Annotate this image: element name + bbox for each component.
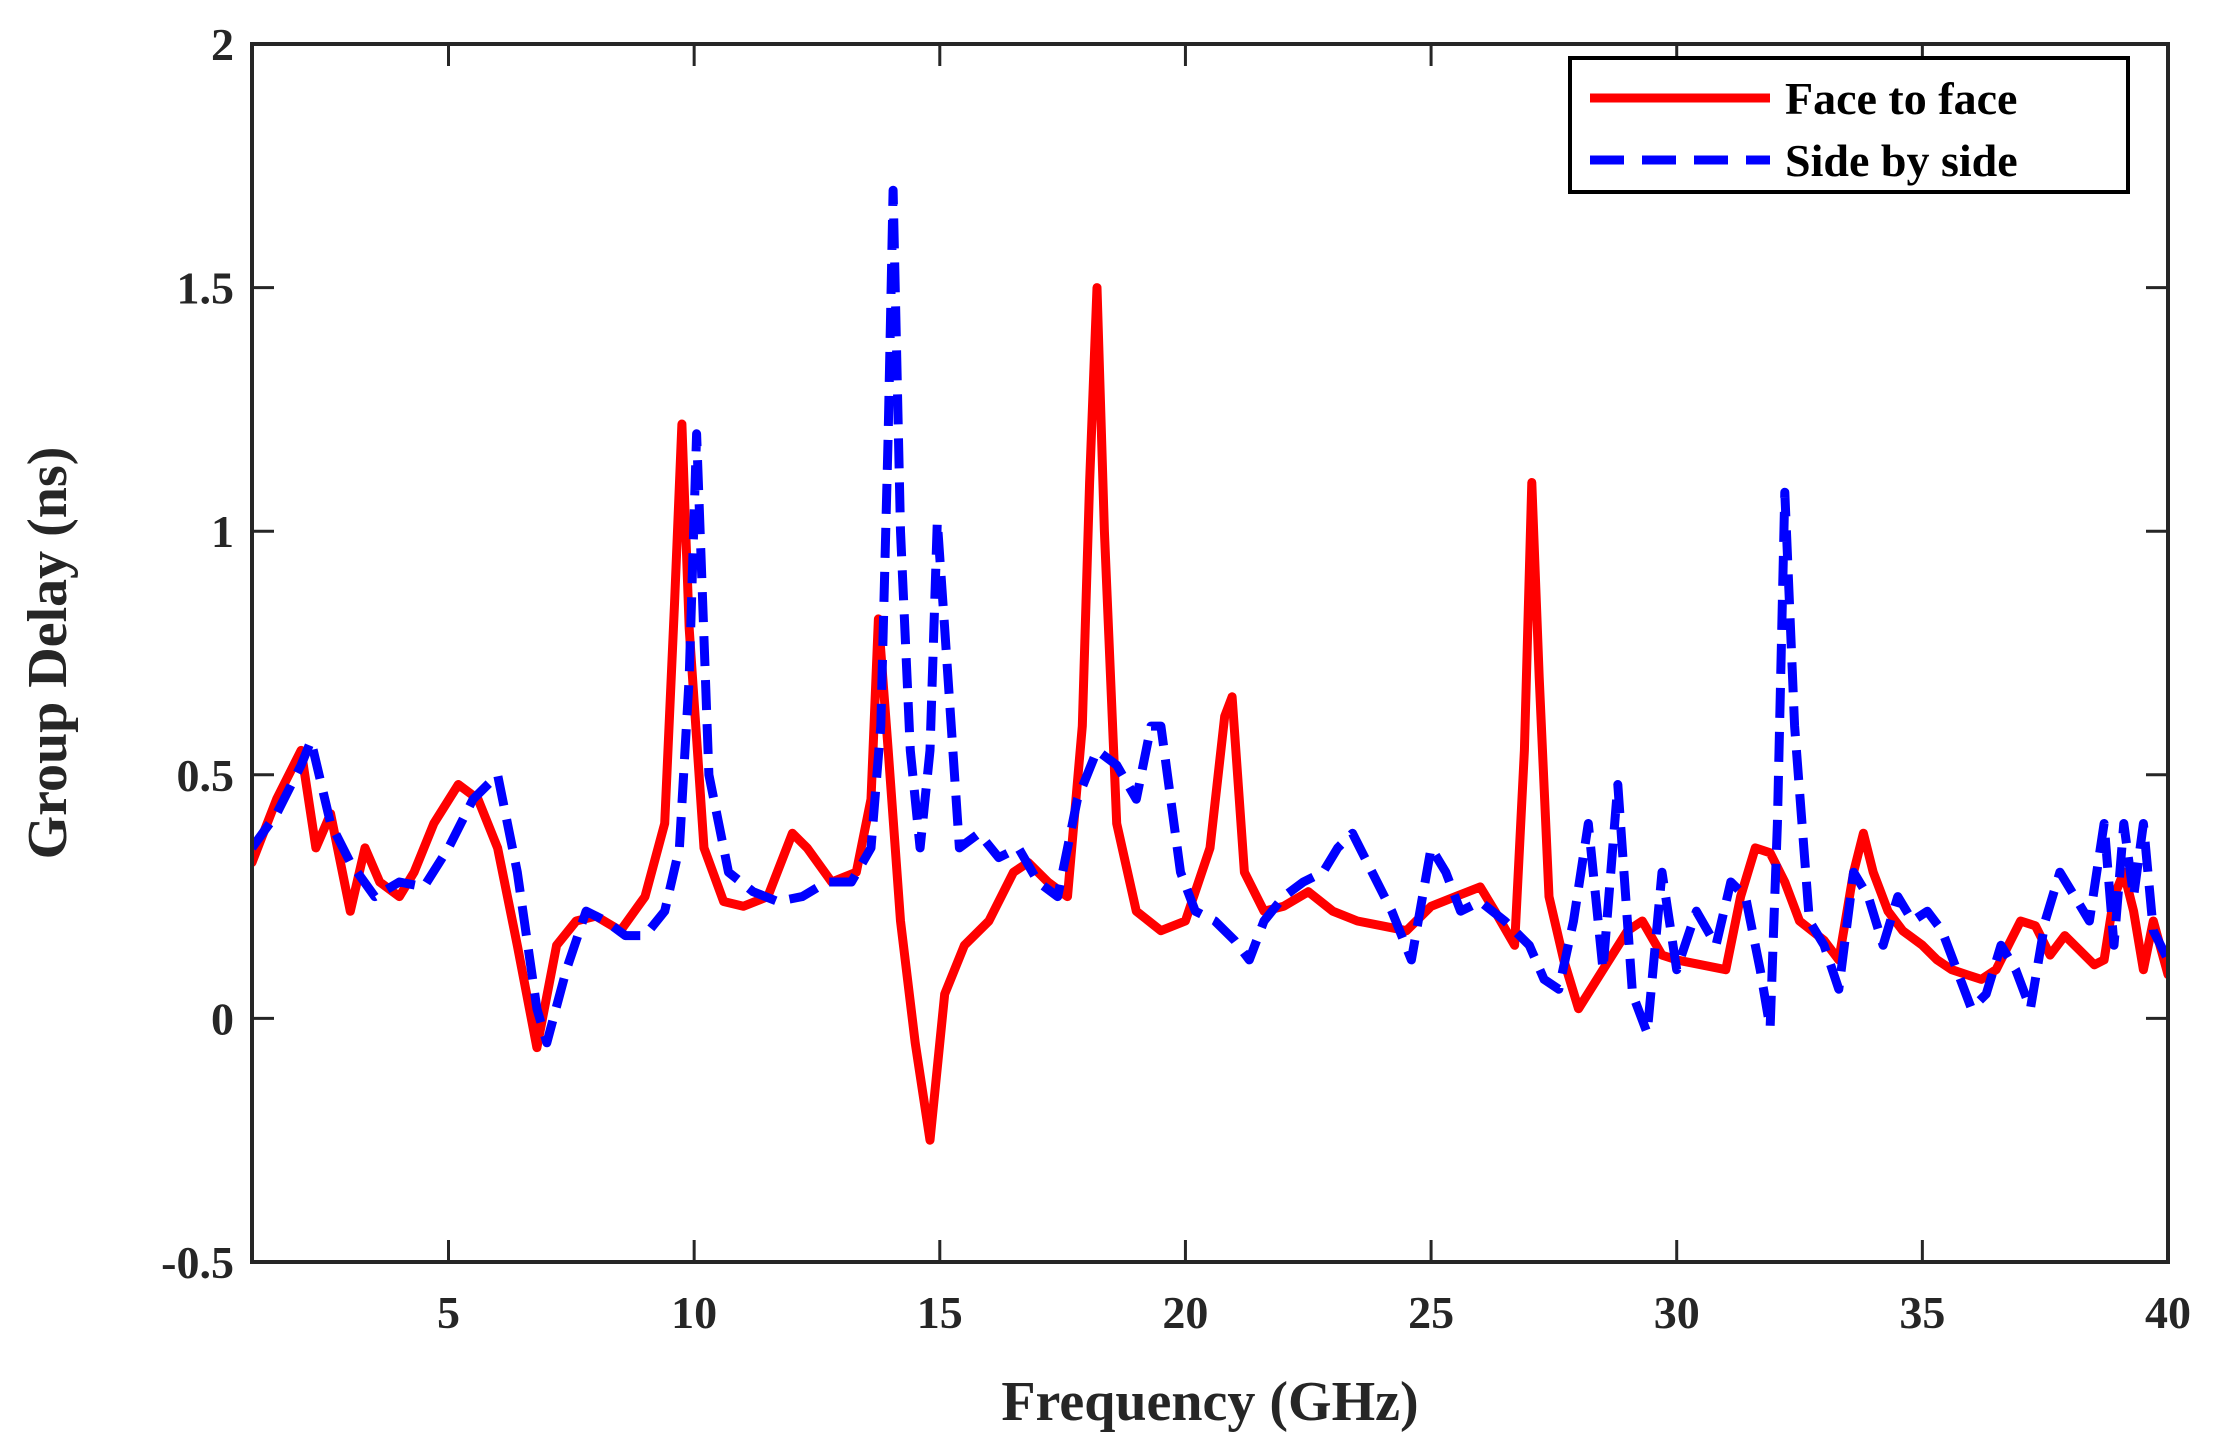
- legend-label-side-by-side: Side by side: [1785, 135, 2018, 186]
- legend: Face to face Side by side: [1568, 56, 2130, 194]
- tick-layer: 5 10 15 20 25 30 35 40 -0.5 0 0.5 1 1.5 2: [161, 19, 2191, 1338]
- x-axis-title: Frequency (GHz): [1001, 1371, 1418, 1433]
- y-tick-label: 1.5: [177, 263, 235, 314]
- series-line-side-by-side: [252, 185, 2168, 1048]
- x-tick-label: 10: [671, 1287, 717, 1338]
- x-tick-label: 30: [1654, 1287, 1700, 1338]
- legend-label-face-to-face: Face to face: [1785, 73, 2017, 124]
- y-tick-label: 1: [211, 506, 234, 557]
- x-tick-label: 15: [917, 1287, 963, 1338]
- plot-area-frame: [250, 42, 2170, 1264]
- y-tick-label: 2: [211, 19, 234, 70]
- series-layer: [252, 185, 2168, 1145]
- x-tick-label: 20: [1162, 1287, 1208, 1338]
- y-axis-title: Group Delay (ns): [17, 447, 79, 860]
- y-tick-label: -0.5: [161, 1237, 234, 1288]
- legend-box: [1568, 56, 2130, 194]
- x-tick-label: 40: [2145, 1287, 2191, 1338]
- y-tick-label: 0: [211, 993, 234, 1044]
- y-tick-label: 0.5: [177, 750, 235, 801]
- x-tick-label: 5: [437, 1287, 460, 1338]
- x-tick-label: 25: [1408, 1287, 1454, 1338]
- x-tick-label: 35: [1899, 1287, 1945, 1338]
